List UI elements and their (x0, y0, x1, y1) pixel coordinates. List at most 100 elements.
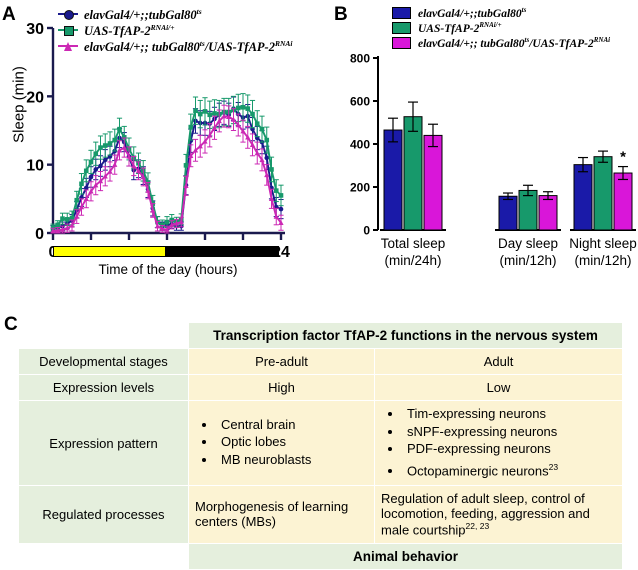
line-triangle-marker-icon (58, 40, 78, 52)
adult-processes-text: Regulation of adult sleep, control of lo… (381, 491, 590, 538)
panel-a-plot-area: 010203004812162024 (26, 21, 290, 261)
bar (423, 123, 443, 231)
list-item: Central brain (217, 417, 368, 435)
panel-a-sleep-timecourse: A Sleep (min) elavGal4/+;;tubGal80ts UAS… (0, 0, 330, 292)
legend-a-label-3b: /UAS-TfAP-2 (204, 40, 275, 55)
panel-b-legend: elavGal4/+;;tubGal80ts UAS-TfAP-2RNAi/+ … (392, 5, 610, 50)
y-tick-label: 10 (26, 158, 44, 175)
cell-preadult-regulated-processes: Morphogenesis of learning centers (MBs) (188, 485, 375, 544)
series-circle (50, 96, 284, 233)
panel-b-sleep-quantification: B elavGal4/+;;tubGal80ts UAS-TfAP-2RNAi/… (330, 0, 638, 292)
bar (538, 191, 558, 231)
legend-b-label-3: elavGal4/+;; tubGal80 (418, 37, 525, 50)
list-item: PDF-expressing neurons (403, 441, 616, 459)
table-header-row: Transcription factor TfAP-2 functions in… (18, 322, 624, 349)
magenta-swatch-icon (392, 36, 411, 49)
table-row-expression-pattern: Expression pattern Central brainOptic lo… (18, 399, 624, 487)
y-tick-label: 0 (363, 224, 370, 238)
legend-item-experimental: elavGal4/+;; tubGal80ts/UAS-TfAP-2RNAi (58, 38, 292, 54)
panel-c-summary-table: C Transcription factor TfAP-2 functions … (0, 300, 638, 570)
table-row-developmental-stages: Developmental stages Pre-adult Adult (18, 348, 624, 375)
panel-a-letter: A (2, 4, 16, 25)
row-label-expression-levels: Expression levels (18, 374, 189, 401)
table-header-title: Transcription factor TfAP-2 functions in… (187, 322, 624, 349)
cell-adult-regulated-processes: Regulation of adult sleep, control of lo… (373, 485, 624, 544)
adult-processes-refs: 22, 23 (465, 521, 490, 532)
bar-group-label-line1: Day sleep (498, 236, 558, 251)
legend-b-sup-3: ts (524, 35, 530, 44)
y-tick-label: 30 (26, 21, 44, 38)
dark-phase-bar (166, 246, 279, 257)
line-square-marker-icon (58, 24, 78, 36)
legend-b-sup-2: RNAi/+ (479, 20, 502, 29)
bar (403, 101, 423, 231)
series-triangle (50, 104, 284, 234)
bar-group-label-line2: (min/24h) (384, 253, 441, 268)
list-item: Optic lobes (217, 434, 368, 452)
legend-b-label-1: elavGal4/+;;tubGal80 (418, 7, 522, 20)
legend-a-label-3: elavGal4/+;; tubGal80 (84, 40, 200, 55)
row-label-regulated-processes: Regulated processes (18, 485, 189, 544)
row-label-expression-pattern: Expression pattern (18, 399, 189, 487)
list-item: Tim-expressing neurons (403, 406, 616, 424)
panel-a-x-axis-label: Time of the day (hours) (98, 262, 238, 277)
panel-b-letter: B (334, 4, 348, 25)
list-item: sNPF-expressing neurons (403, 424, 616, 442)
table-row-expression-levels: Expression levels High Low (18, 374, 624, 401)
list-item: MB neuroblasts (217, 452, 368, 470)
y-tick-label: 0 (35, 226, 44, 243)
bar-group-label-line2: (min/12h) (574, 253, 631, 268)
legend-b-sup-1: ts (521, 5, 527, 14)
table-footer-blank-cell (18, 542, 189, 570)
cell-adult-expression-pattern: Tim-expressing neuronssNPF-expressing ne… (373, 399, 624, 487)
cell-preadult-stage: Pre-adult (188, 348, 375, 375)
y-tick-label: 400 (350, 138, 370, 152)
legend-a-sup-1: ts (196, 7, 202, 17)
legend-a-sup-3b: RNAi (274, 39, 293, 49)
bar (518, 184, 538, 231)
legend-a-label-1: elavGal4/+;;tubGal80 (84, 8, 197, 23)
table-row-regulated-processes: Regulated processes Morphogenesis of lea… (18, 485, 624, 544)
panel-a-legend: elavGal4/+;;tubGal80ts UAS-TfAP-2RNAi/+ … (58, 6, 292, 54)
cell-adult-expression-level: Low (373, 374, 624, 401)
green-swatch-icon (392, 21, 411, 34)
legend-a-sup-3: ts (199, 39, 205, 49)
legend-a-label-2: UAS-TfAP-2 (84, 24, 151, 39)
tfap2-functions-table: Transcription factor TfAP-2 functions in… (18, 322, 624, 570)
legend-b-item-experimental: elavGal4/+;; tubGal80ts/UAS-TfAP-2RNAi (392, 35, 610, 50)
y-tick-label: 800 (350, 52, 370, 66)
bar (383, 117, 403, 231)
bar (613, 165, 633, 231)
table-footer-animal-behavior: Animal behavior (187, 542, 624, 570)
y-tick-label: 200 (350, 181, 370, 195)
y-tick-label: 600 (350, 95, 370, 109)
bar-group-label-line1: Total sleep (381, 236, 446, 251)
legend-item-control1: elavGal4/+;;tubGal80ts (58, 6, 292, 22)
light-phase-bar (53, 246, 166, 257)
bar (593, 150, 613, 231)
bar (498, 192, 518, 231)
bar (573, 156, 593, 231)
bar-group-label-line2: (min/12h) (499, 253, 556, 268)
reference-superscript: 23 (548, 461, 559, 472)
cell-adult-stage: Adult (373, 348, 624, 375)
list-item: Octopaminergic neurons23 (403, 459, 616, 481)
legend-b-label-2: UAS-TfAP-2 (418, 22, 480, 35)
legend-b-sup-3b: RNAi (593, 35, 611, 44)
legend-b-label-3b: /UAS-TfAP-2 (529, 37, 594, 50)
blue-swatch-icon (392, 6, 411, 19)
preadult-pattern-list: Central brainOptic lobesMB neuroblasts (195, 417, 368, 470)
cell-preadult-expression-pattern: Central brainOptic lobesMB neuroblasts (188, 399, 375, 487)
table-header-blank-cell (18, 322, 189, 349)
legend-item-control2: UAS-TfAP-2RNAi/+ (58, 22, 292, 38)
legend-b-item-control1: elavGal4/+;;tubGal80ts (392, 5, 610, 20)
adult-pattern-list: Tim-expressing neuronssNPF-expressing ne… (381, 406, 616, 480)
legend-a-sup-2: RNAi/+ (150, 23, 175, 33)
bar-group-label-line1: Night sleep (569, 236, 637, 251)
significance-asterisk: * (620, 149, 626, 166)
line-circle-marker-icon (58, 8, 78, 20)
panel-b-plot-area: 0 200 400 600 800 Total sleep (min/24h) Day sle… (350, 52, 637, 269)
cell-preadult-expression-level: High (188, 374, 375, 401)
row-label-developmental-stages: Developmental stages (18, 348, 189, 375)
legend-b-item-control2: UAS-TfAP-2RNAi/+ (392, 20, 610, 35)
